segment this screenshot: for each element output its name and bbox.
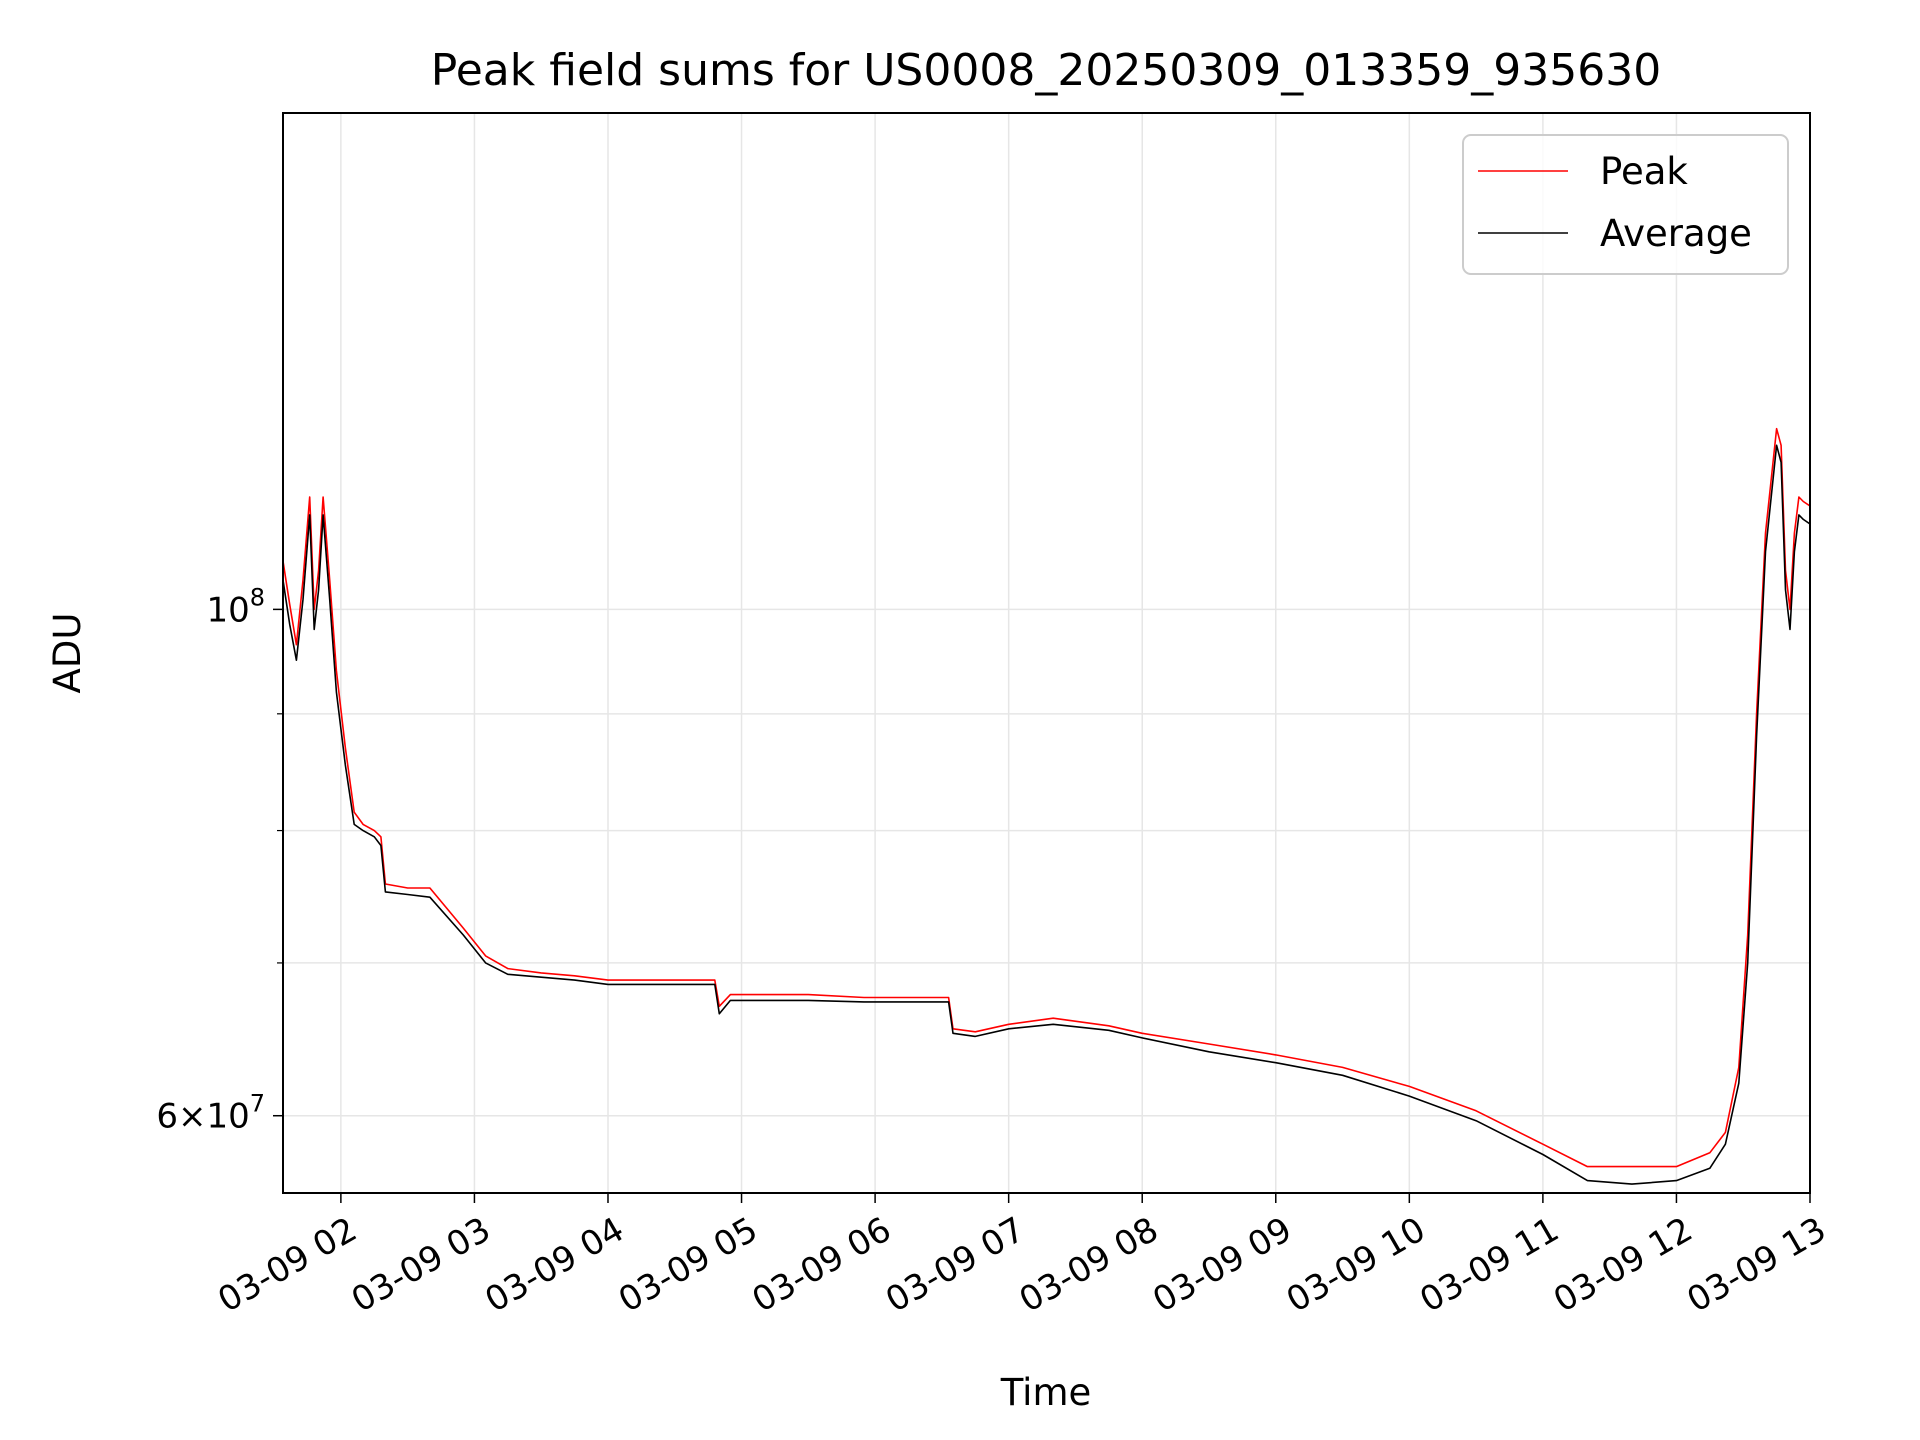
- plot-frame: [282, 112, 1811, 1194]
- x-axis-label: Time: [1000, 1371, 1092, 1414]
- chart-title: Peak field sums for US0008_20250309_0133…: [431, 45, 1661, 96]
- grid: [283, 113, 1811, 1193]
- series-group: [283, 427, 1810, 1185]
- legend: Peak Average: [1462, 134, 1789, 275]
- series-line-average: [283, 444, 1810, 1185]
- y-tick-label: 6×107: [156, 1090, 265, 1137]
- series-line-peak: [283, 427, 1810, 1168]
- y-axis: 108 6×107: [156, 583, 283, 1137]
- legend-label-average: Average: [1600, 212, 1752, 255]
- legend-box: [1462, 134, 1789, 275]
- y-tick-label: 108: [206, 583, 265, 630]
- legend-label-peak: Peak: [1600, 150, 1688, 193]
- y-axis-label: ADU: [46, 613, 89, 694]
